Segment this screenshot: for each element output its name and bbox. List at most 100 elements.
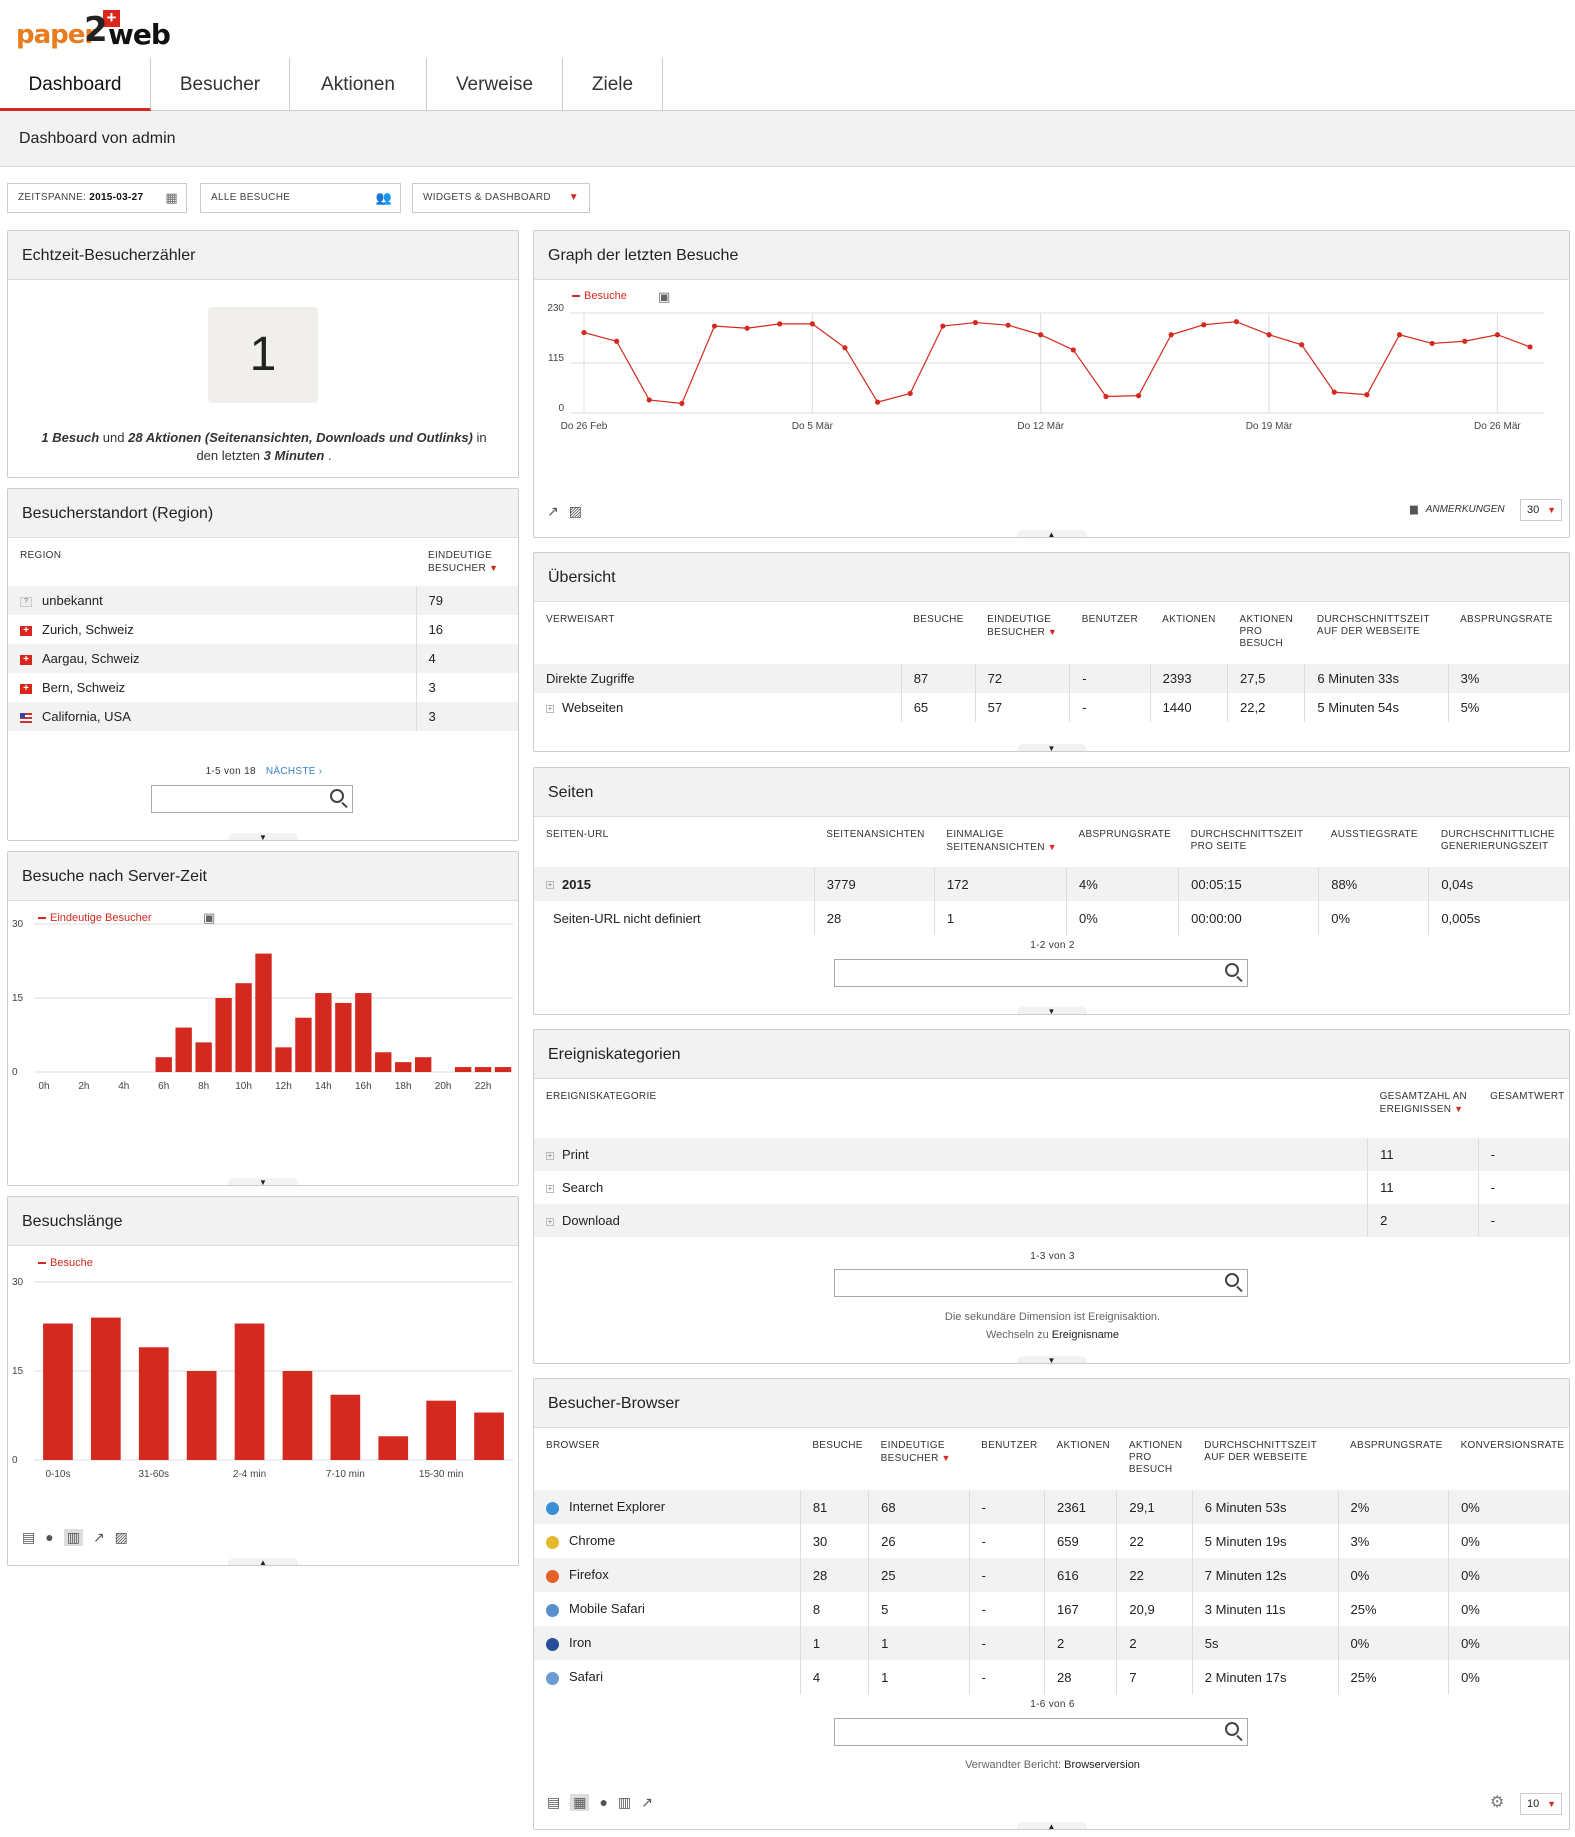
column-header[interactable]: ABSPRUNGSRATE	[1338, 1428, 1449, 1490]
data-point[interactable]	[874, 399, 881, 405]
image-icon[interactable]: ▨	[114, 1529, 128, 1545]
bar[interactable]	[275, 1047, 292, 1072]
export-icon[interactable]: ↗	[641, 1794, 653, 1810]
tab-dashboard[interactable]: Dashboard	[0, 58, 151, 111]
table-row[interactable]: Mobile Safari 8 5-167 20,9 3 Minuten 11s 25% 0…	[534, 1592, 1569, 1626]
column-header[interactable]: VERWEISART	[534, 602, 901, 664]
column-header[interactable]: AKTIONEN PRO BESUCH	[1117, 1428, 1192, 1490]
table-row[interactable]: + Webseiten 65 57-1440 22,2 5 Minuten 54s 5%	[534, 693, 1569, 722]
bar[interactable]	[474, 1067, 492, 1072]
data-point[interactable]	[1299, 342, 1305, 348]
bar[interactable]	[395, 1062, 412, 1072]
bar[interactable]	[138, 1347, 169, 1460]
pages-search-input[interactable]	[834, 959, 1248, 987]
collapse-toggle[interactable]: ▼	[1016, 1356, 1087, 1363]
column-header[interactable]: EINDEUTIGE BESUCHER ▼	[975, 602, 1070, 664]
data-point[interactable]	[1038, 332, 1044, 338]
collapse-toggle[interactable]: ▲	[228, 1558, 298, 1565]
gear-icon[interactable]: ⚙	[1490, 1794, 1505, 1811]
widgets-dashboard-menu[interactable]: WIDGETS & DASHBOARD ▼	[412, 183, 590, 213]
table-view-icon[interactable]: ▤	[22, 1529, 36, 1545]
bar[interactable]	[234, 1323, 265, 1460]
bar[interactable]	[474, 1412, 504, 1460]
column-header[interactable]: BROWSER	[534, 1428, 800, 1490]
period-selector[interactable]: ZEITSPANNE: 2015-03-27 ▦	[7, 183, 187, 213]
bar[interactable]	[235, 983, 252, 1072]
bar[interactable]	[155, 1057, 172, 1072]
bar[interactable]	[335, 1002, 352, 1072]
chart-type-icon[interactable]: ▣	[203, 910, 216, 925]
collapse-toggle[interactable]: ▲	[1016, 530, 1087, 537]
table-row[interactable]: + Zurich, Schweiz 16	[8, 615, 518, 644]
segment-selector[interactable]: ALLE BESUCHE 👥	[200, 183, 401, 213]
logo[interactable]: paper + 2 web	[12, 6, 172, 52]
table-row[interactable]: + Print 11-	[534, 1138, 1569, 1171]
data-point[interactable]	[744, 325, 750, 331]
table-row[interactable]: California, USA 3	[8, 702, 518, 731]
data-point[interactable]	[907, 390, 913, 397]
chart-type-icon[interactable]: ▣	[658, 289, 671, 304]
table-view-icon[interactable]: ▤	[547, 1794, 561, 1810]
tab-aktionen[interactable]: Aktionen	[290, 58, 427, 111]
table-row[interactable]: Seiten-URL nicht definiert 28 1 0% 00:00:00 0…	[534, 901, 1569, 935]
bar[interactable]	[255, 953, 272, 1072]
tab-besucher[interactable]: Besucher	[151, 58, 290, 111]
bar[interactable]	[186, 1371, 217, 1460]
data-point[interactable]	[1364, 392, 1370, 398]
data-point[interactable]	[1266, 332, 1272, 338]
expand-icon[interactable]: +	[546, 1183, 554, 1193]
bar[interactable]	[426, 1400, 456, 1460]
bar[interactable]	[195, 1042, 212, 1072]
data-point[interactable]	[1070, 347, 1076, 353]
bar[interactable]	[43, 1323, 73, 1460]
data-point[interactable]	[1005, 322, 1011, 328]
collapse-toggle[interactable]: ▼	[1016, 744, 1087, 751]
row-limit-select[interactable]: 10 ▼	[1520, 1793, 1562, 1815]
column-header[interactable]: GESAMTWERT	[1478, 1079, 1569, 1138]
bar[interactable]	[494, 1067, 512, 1072]
data-point[interactable]	[1331, 389, 1337, 395]
column-header[interactable]: AKTIONEN	[1150, 602, 1227, 664]
bar[interactable]	[355, 993, 372, 1072]
column-header[interactable]: SEITENANSICHTEN	[814, 817, 934, 867]
expand-icon[interactable]: +	[546, 1216, 554, 1226]
expand-icon[interactable]: +	[546, 703, 554, 713]
table-row[interactable]: + Bern, Schweiz 3	[8, 673, 518, 702]
data-point[interactable]	[842, 345, 848, 351]
bar[interactable]	[315, 993, 332, 1072]
collapse-toggle[interactable]: ▼	[1016, 1007, 1087, 1014]
data-point[interactable]	[711, 323, 718, 329]
data-point[interactable]	[809, 321, 815, 327]
chart-legend[interactable]: Eindeutige Besucher	[38, 912, 152, 924]
col-unique-visitors[interactable]: EINDEUTIGE BESUCHER ▼	[416, 538, 518, 586]
column-header[interactable]: SEITEN-URL	[534, 817, 814, 867]
column-header[interactable]: DURCHSCHNITTLICHE GENERIERUNGSZEIT	[1429, 817, 1569, 867]
bar[interactable]	[375, 1052, 392, 1072]
bar[interactable]	[215, 998, 232, 1072]
bar[interactable]	[415, 1057, 432, 1072]
image-icon[interactable]: ▨	[568, 503, 582, 519]
bar-chart-icon[interactable]: ▥	[617, 1794, 632, 1810]
column-header[interactable]: BENUTZER	[969, 1428, 1044, 1490]
collapse-toggle[interactable]: ▲	[1016, 1822, 1087, 1829]
bar[interactable]	[175, 1027, 192, 1072]
data-point[interactable]	[1527, 344, 1533, 350]
next-link[interactable]: NÄCHSTE ›	[265, 766, 323, 777]
table-row[interactable]: Iron 1 1-2 2 5s 0% 0%	[534, 1626, 1569, 1660]
column-header[interactable]: EINMALIGE SEITENANSICHTEN ▼	[934, 817, 1066, 867]
data-point[interactable]	[646, 397, 652, 403]
table-row[interactable]: Chrome 30 26-659 22 5 Minuten 19s 3% 0%	[534, 1524, 1569, 1558]
table-more-metrics-icon[interactable]: ▦	[570, 1794, 590, 1811]
column-header[interactable]: DURCHSCHNITTSZEIT AUF DER WEBSEITE	[1192, 1428, 1338, 1490]
data-point[interactable]	[777, 321, 783, 327]
column-header[interactable]: AKTIONEN PRO BESUCH	[1228, 602, 1305, 664]
data-point[interactable]	[1168, 332, 1174, 338]
data-point[interactable]	[581, 329, 587, 336]
column-header[interactable]: EINDEUTIGE BESUCHER ▼	[869, 1428, 970, 1490]
switch-dimension-link[interactable]: Ereignisname	[1051, 1329, 1120, 1341]
collapse-toggle[interactable]: ▼	[228, 1178, 298, 1185]
column-header[interactable]: ABSPRUNGSRATE	[1448, 602, 1569, 664]
annotations-link[interactable]: ▆ ANMERKUNGEN	[1410, 504, 1505, 515]
data-point[interactable]	[1103, 393, 1109, 400]
bar[interactable]	[378, 1436, 409, 1460]
